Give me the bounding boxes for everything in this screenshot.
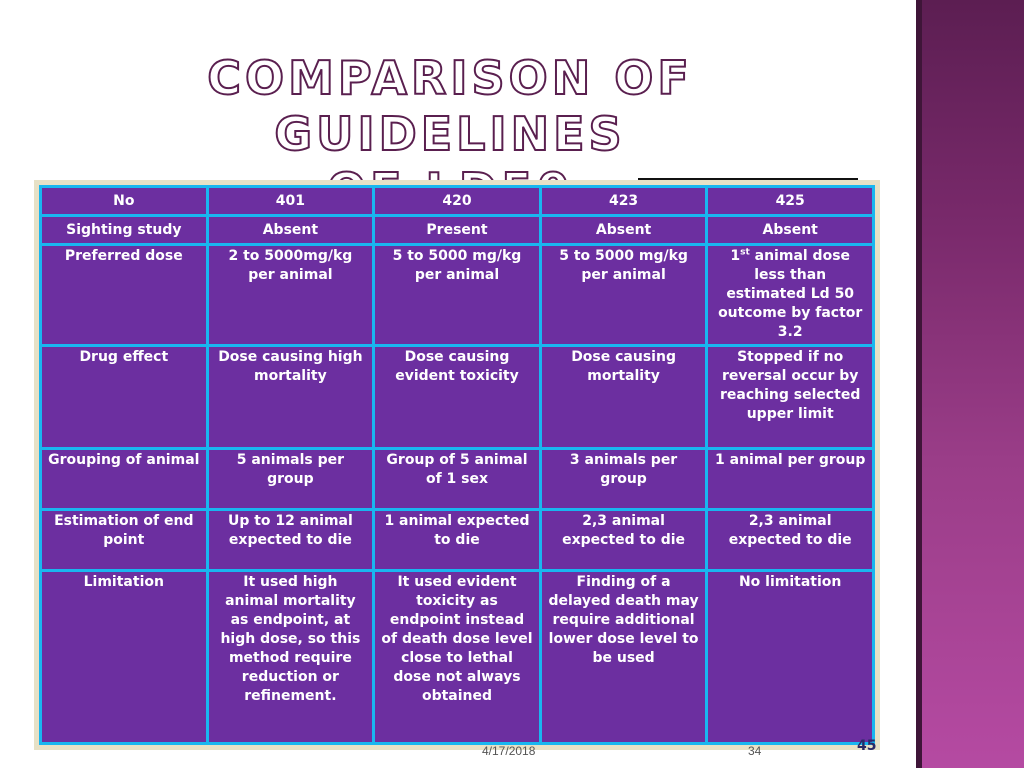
- table-cell: 2,3 animal expected to die: [538, 508, 709, 572]
- table-cell: Dose causing mortality: [538, 344, 709, 450]
- table-cell: Absent: [705, 214, 875, 246]
- header-cell-423: 423: [538, 185, 709, 217]
- table-cell: 5 animals per group: [205, 447, 376, 511]
- table-cell: 2,3 animal expected to die: [705, 508, 875, 572]
- header-cell-no: No: [39, 185, 209, 217]
- ld50-comparison-table: No 401 420 423 425 Sighting study Absent…: [39, 185, 875, 745]
- table-cell: 5 to 5000 mg/kg per animal: [538, 243, 709, 347]
- decorative-side-band: [916, 0, 1024, 768]
- row-label: Sighting study: [39, 214, 209, 246]
- table-cell: Absent: [538, 214, 709, 246]
- header-cell-401: 401: [205, 185, 376, 217]
- table-cell: 1st animal dose less than estimated Ld 5…: [705, 243, 875, 347]
- table-cell: It used evident toxicity as endpoint ins…: [372, 569, 542, 745]
- table-cell: It used high animal mortality as endpoin…: [205, 569, 376, 745]
- table-cell: 5 to 5000 mg/kg per animal: [372, 243, 542, 347]
- table-frame: No 401 420 423 425 Sighting study Absent…: [34, 180, 880, 750]
- header-cell-425: 425: [705, 185, 875, 217]
- row-label: Preferred dose: [39, 243, 209, 347]
- table-cell: No limitation: [705, 569, 875, 745]
- table-cell: Group of 5 animal of 1 sex: [372, 447, 542, 511]
- row-label: Grouping of animal: [39, 447, 209, 511]
- table-row-sighting-study: Sighting study Absent Present Absent Abs…: [39, 214, 875, 246]
- table-cell: Finding of a delayed death may require a…: [538, 569, 709, 745]
- table-cell: Absent: [205, 214, 376, 246]
- table-cell: 1 animal expected to die: [372, 508, 542, 572]
- header-cell-420: 420: [372, 185, 542, 217]
- row-label: Drug effect: [39, 344, 209, 450]
- footer-date: 4/17/2018: [482, 744, 536, 758]
- table-cell: Present: [372, 214, 542, 246]
- table-row-grouping-of-animal: Grouping of animal 5 animals per group G…: [39, 447, 875, 511]
- slide-number: 45: [857, 738, 877, 754]
- table-row-limitation: Limitation It used high animal mortality…: [39, 569, 875, 745]
- table-cell: Dose causing evident toxicity: [372, 344, 542, 450]
- table-header-row: No 401 420 423 425: [39, 185, 875, 217]
- table-row-drug-effect: Drug effect Dose causing high mortality …: [39, 344, 875, 450]
- table-cell: Dose causing high mortality: [205, 344, 376, 450]
- table-cell: 2 to 5000mg/kg per animal: [205, 243, 376, 347]
- table-row-estimation-of-end-point: Estimation of end point Up to 12 animal …: [39, 508, 875, 572]
- row-label: Limitation: [39, 569, 209, 745]
- slide-title-line-1: Comparison of guidelines: [206, 50, 693, 162]
- footer-page-number: 34: [748, 744, 762, 758]
- row-label: Estimation of end point: [39, 508, 209, 572]
- table-cell: 3 animals per group: [538, 447, 709, 511]
- table-row-preferred-dose: Preferred dose 2 to 5000mg/kg per animal…: [39, 243, 875, 347]
- table-cell: 1 animal per group: [705, 447, 875, 511]
- table-cell: Up to 12 animal expected to die: [205, 508, 376, 572]
- table-cell: Stopped if no reversal occur by reaching…: [705, 344, 875, 450]
